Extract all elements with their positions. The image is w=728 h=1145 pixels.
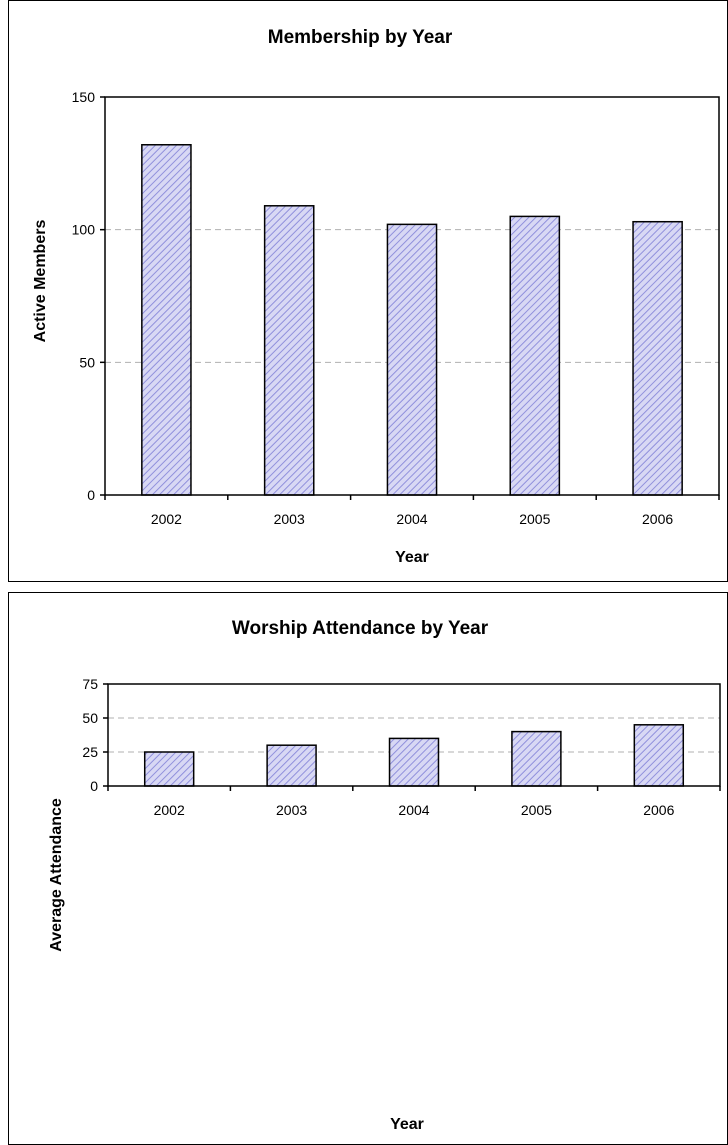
x-tick-label: 2003 xyxy=(276,802,307,818)
x-tick-label: 2003 xyxy=(274,511,305,527)
bar-2002 xyxy=(143,751,195,787)
y-tick-label: 150 xyxy=(72,89,96,105)
x-tick-label: 2005 xyxy=(521,802,552,818)
y-axis-title: Average Attendance xyxy=(48,798,65,952)
x-axis-title: Year xyxy=(390,1116,424,1133)
x-tick-label: 2006 xyxy=(642,511,673,527)
bar-2002 xyxy=(141,144,192,496)
y-tick-label: 50 xyxy=(79,354,95,370)
chart-title: Membership by Year xyxy=(268,27,453,48)
x-tick-label: 2002 xyxy=(154,802,185,818)
attendance-chart-panel: Worship Attendance by Year Average Atten… xyxy=(8,592,728,1145)
y-tick-label: 75 xyxy=(82,676,98,692)
chart-title: Worship Attendance by Year xyxy=(232,618,489,639)
membership-chart: Membership by Year Active Members Year 0… xyxy=(32,27,720,566)
plot-area-frame xyxy=(107,683,721,787)
plot-area-frame xyxy=(104,96,720,496)
attendance-chart: Worship Attendance by Year Average Atten… xyxy=(48,618,721,1133)
x-tick-label: 2004 xyxy=(398,802,429,818)
y-tick-label: 0 xyxy=(90,778,98,794)
bar-2006 xyxy=(632,220,683,496)
y-tick-label: 0 xyxy=(87,487,95,503)
y-tick-label: 25 xyxy=(82,744,98,760)
x-tick-label: 2004 xyxy=(396,511,427,527)
x-tick-label: 2005 xyxy=(519,511,550,527)
membership-chart-panel: Membership by Year Active Members Year 0… xyxy=(8,0,728,582)
bar-2004 xyxy=(386,223,438,496)
bar-2004 xyxy=(388,737,440,787)
bar-2005 xyxy=(511,730,562,787)
y-axis-title: Active Members xyxy=(32,220,49,343)
bar-2003 xyxy=(263,205,315,496)
y-tick-label: 100 xyxy=(72,222,96,238)
bar-2005 xyxy=(509,215,561,496)
y-tick-label: 50 xyxy=(82,710,98,726)
x-tick-label: 2002 xyxy=(151,511,182,527)
x-axis-title: Year xyxy=(395,549,429,566)
bar-2003 xyxy=(266,744,317,787)
bar-2006 xyxy=(633,724,685,787)
x-tick-label: 2006 xyxy=(643,802,674,818)
